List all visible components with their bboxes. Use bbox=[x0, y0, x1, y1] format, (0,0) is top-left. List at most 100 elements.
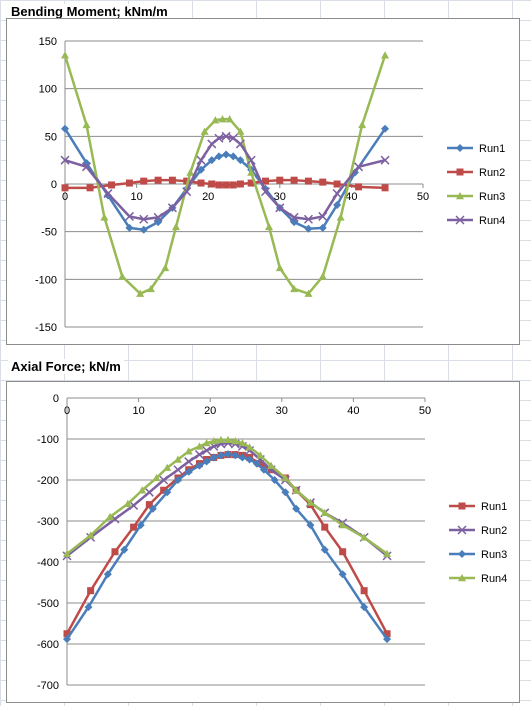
data-point bbox=[216, 435, 225, 444]
data-point bbox=[87, 587, 95, 595]
x-tick-label: 0 bbox=[64, 405, 70, 417]
data-point bbox=[60, 155, 70, 165]
data-point bbox=[152, 473, 161, 482]
y-tick-label: -100 bbox=[37, 434, 59, 446]
data-point bbox=[200, 127, 209, 135]
data-point bbox=[125, 223, 134, 232]
data-point bbox=[381, 51, 390, 59]
data-point bbox=[235, 139, 245, 149]
x-tick-label: 10 bbox=[130, 191, 142, 203]
x-tick-label: 40 bbox=[345, 191, 357, 203]
y-tick-label: -150 bbox=[35, 322, 57, 334]
x-tick-label: 50 bbox=[419, 405, 431, 417]
legend-marker bbox=[457, 525, 467, 535]
data-point bbox=[358, 120, 367, 129]
data-point bbox=[290, 284, 299, 293]
data-point bbox=[355, 183, 363, 191]
data-point bbox=[184, 467, 193, 476]
data-point bbox=[236, 180, 244, 188]
data-point bbox=[144, 487, 154, 497]
y-tick-label: 0 bbox=[51, 179, 57, 191]
axial-force-title: Axial Force; kN/m bbox=[8, 359, 124, 374]
data-point bbox=[163, 488, 172, 497]
data-point bbox=[196, 155, 206, 165]
data-point bbox=[214, 152, 223, 161]
data-point bbox=[145, 501, 153, 509]
data-point bbox=[63, 630, 71, 638]
data-point bbox=[281, 473, 290, 482]
data-point bbox=[290, 176, 298, 184]
legend-marker bbox=[458, 502, 466, 510]
legend-item: Run4 bbox=[447, 215, 505, 227]
y-tick-label: -500 bbox=[37, 598, 59, 610]
y-tick-label: -400 bbox=[37, 557, 59, 569]
data-point bbox=[354, 162, 364, 172]
data-point bbox=[238, 453, 247, 462]
legend: Run1 Run2 Run3 Run4 bbox=[449, 501, 507, 585]
data-point bbox=[82, 120, 91, 129]
data-point bbox=[103, 570, 112, 579]
y-tick-label: 150 bbox=[39, 36, 57, 48]
data-point bbox=[182, 187, 192, 197]
x-tick-label: 0 bbox=[62, 191, 68, 203]
data-point bbox=[171, 222, 180, 231]
data-point bbox=[160, 486, 168, 494]
data-point bbox=[63, 635, 71, 644]
x-tick-label: 20 bbox=[204, 405, 216, 417]
data-point bbox=[339, 548, 347, 556]
data-point bbox=[209, 437, 218, 445]
data-point bbox=[225, 115, 234, 123]
data-point bbox=[216, 451, 225, 460]
series-run1 bbox=[63, 451, 391, 638]
data-point bbox=[63, 549, 71, 557]
data-point bbox=[321, 523, 329, 531]
data-point bbox=[338, 570, 347, 579]
data-point bbox=[138, 486, 147, 494]
legend-item: Run1 bbox=[449, 501, 507, 513]
data-point bbox=[173, 455, 182, 463]
data-point bbox=[304, 224, 313, 233]
data-point bbox=[100, 213, 109, 221]
x-tick-label: 50 bbox=[417, 191, 429, 203]
data-point bbox=[259, 465, 268, 474]
data-point bbox=[318, 211, 328, 221]
data-point bbox=[228, 133, 238, 143]
y-tick-label: 0 bbox=[53, 393, 59, 405]
data-point bbox=[260, 187, 271, 197]
legend-item: Run3 bbox=[449, 549, 507, 561]
data-point bbox=[224, 435, 233, 444]
data-point bbox=[202, 457, 211, 466]
data-point bbox=[61, 184, 69, 192]
data-point bbox=[304, 289, 313, 297]
data-point bbox=[306, 521, 315, 530]
bending-moment-chart: 150 100 50 0 -50 -100 -150 0 10 20 30 40 50 Run1 Run2 R… bbox=[6, 18, 520, 345]
data-point bbox=[231, 437, 240, 445]
data-point bbox=[360, 587, 368, 595]
data-point bbox=[222, 181, 230, 189]
data-point bbox=[236, 127, 245, 135]
legend-label: Run1 bbox=[479, 143, 505, 155]
data-point bbox=[214, 133, 224, 143]
data-point bbox=[118, 272, 127, 280]
x-tick-label: 30 bbox=[274, 191, 286, 203]
data-point bbox=[215, 181, 223, 189]
series-run3 bbox=[61, 51, 390, 297]
data-point bbox=[202, 439, 211, 447]
data-point bbox=[81, 162, 92, 172]
y-tick-label: -50 bbox=[41, 227, 57, 239]
data-point bbox=[173, 465, 183, 475]
data-point bbox=[146, 284, 155, 293]
data-point bbox=[360, 533, 369, 541]
axial-force-plot: 0 -100 -200 -300 -400 -500 -600 -700 0 10 20 30 40 50… bbox=[37, 393, 507, 692]
series-line bbox=[66, 438, 388, 555]
x-tick-label: 10 bbox=[132, 405, 144, 417]
legend-item: Run2 bbox=[447, 167, 505, 179]
data-point bbox=[103, 189, 113, 199]
data-point bbox=[381, 124, 390, 133]
data-point bbox=[246, 155, 256, 165]
data-point bbox=[333, 180, 341, 188]
y-tick-label: -100 bbox=[35, 274, 57, 286]
data-point bbox=[320, 545, 329, 554]
data-point bbox=[209, 453, 218, 462]
data-point bbox=[202, 445, 212, 456]
